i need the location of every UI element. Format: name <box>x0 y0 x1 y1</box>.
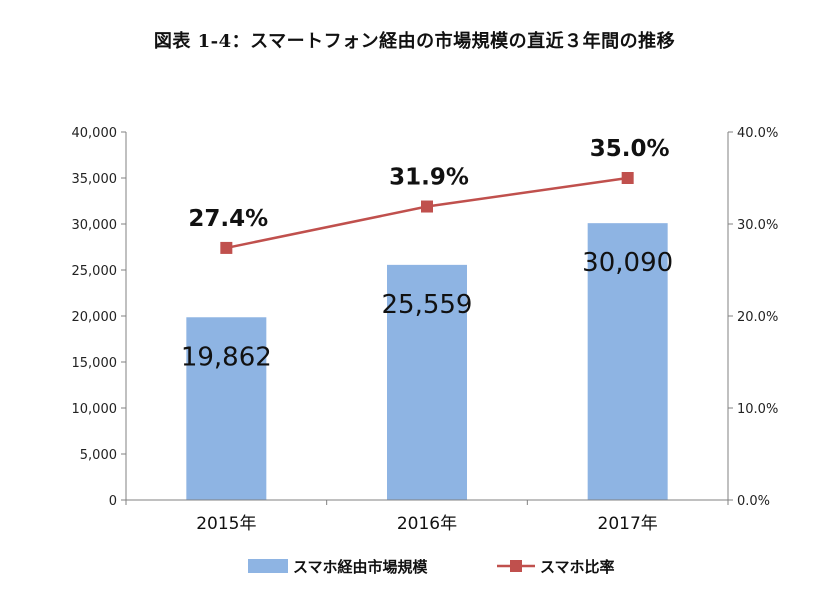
x-tick-label: 2017年 <box>598 514 658 534</box>
bar-0 <box>186 317 267 500</box>
bar-data-label: 30,090 <box>582 248 673 278</box>
y-left-tick-label: 0 <box>109 494 117 509</box>
y-left-tick-label: 20,000 <box>72 310 118 325</box>
y-left-tick-label: 10,000 <box>72 402 118 417</box>
y-left-tick-label: 40,000 <box>72 126 118 141</box>
line-marker-2 <box>621 172 634 184</box>
y-right-tick-label: 30.0% <box>737 218 778 233</box>
bar-1 <box>387 264 467 500</box>
y-right-tick-label: 0.0% <box>737 494 770 509</box>
line-marker-0 <box>220 241 233 254</box>
legend-line-marker <box>510 560 522 572</box>
x-tick-label: 2016年 <box>397 514 457 534</box>
legend-bar-label: スマホ経由市場規模 <box>293 558 429 576</box>
y-left-tick-label: 15,000 <box>72 356 118 371</box>
bar-data-label: 19,862 <box>181 342 272 372</box>
y-right-tick-label: 10.0% <box>737 402 778 417</box>
y-left-tick-label: 35,000 <box>72 172 118 187</box>
legend-bar-swatch <box>248 559 288 573</box>
x-tick-label: 2015年 <box>196 514 256 534</box>
legend-line-label: スマホ比率 <box>540 558 615 576</box>
line-data-label: 31.9% <box>389 165 469 191</box>
line-marker-1 <box>421 200 433 213</box>
y-right-tick-label: 40.0% <box>737 126 778 141</box>
line-data-label: 35.0% <box>590 136 670 162</box>
bar-data-label: 25,559 <box>382 290 473 320</box>
y-left-tick-label: 5,000 <box>80 448 117 463</box>
bar-2 <box>587 223 668 500</box>
figure-title: 図表 1-4：スマートフォン経由の市場規模の直近３年間の推移 <box>153 31 676 52</box>
y-left-tick-label: 30,000 <box>72 218 118 233</box>
y-right-tick-label: 20.0% <box>737 310 778 325</box>
line-data-label: 27.4% <box>188 206 268 232</box>
y-left-tick-label: 25,000 <box>72 264 118 279</box>
